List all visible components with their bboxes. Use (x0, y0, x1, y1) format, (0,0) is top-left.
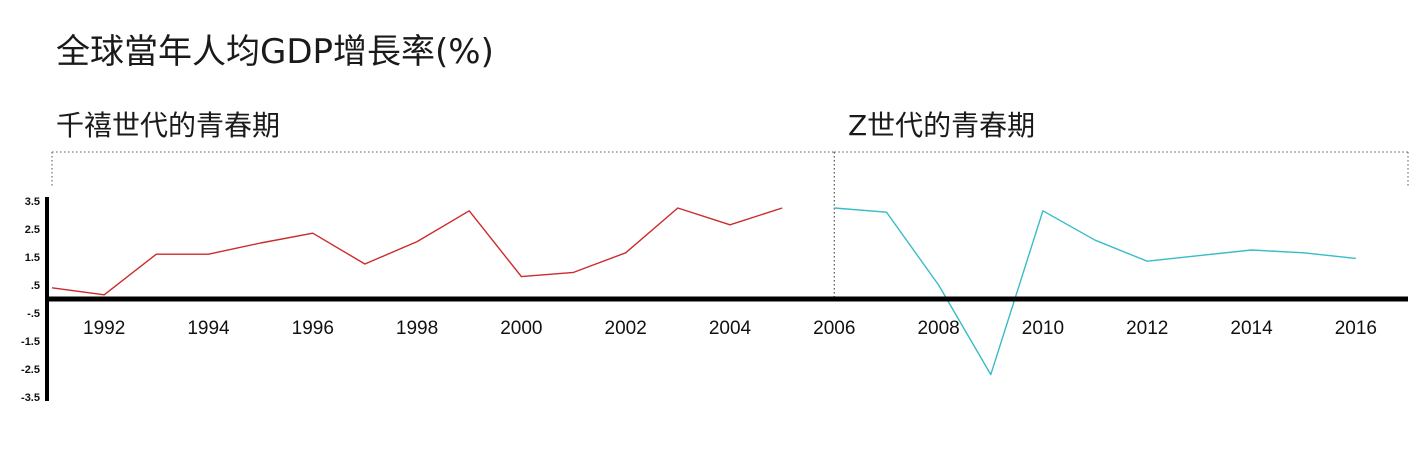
x-tick-label: 2006 (813, 318, 855, 339)
x-tick-label: 2004 (709, 318, 752, 339)
y-tick-label: -1.5 (21, 336, 40, 348)
x-tick-label: 2002 (605, 318, 647, 339)
y-tick-label: 2.5 (25, 224, 40, 236)
x-tick-label: 2016 (1335, 318, 1377, 339)
x-tick-label: 1992 (83, 318, 125, 339)
y-tick-label: 1.5 (25, 252, 40, 264)
x-tick-label: 2014 (1230, 318, 1273, 339)
series-line-0 (51, 207, 783, 296)
section-label-gen-z: Z世代的青春期 (848, 109, 1036, 142)
x-tick-label: 2010 (1022, 318, 1064, 339)
series-line-1 (834, 207, 1356, 376)
y-tick-label: -3.5 (21, 392, 40, 404)
x-tick-label: 2000 (500, 318, 542, 339)
y-tick-label: -.5 (27, 308, 40, 320)
x-tick-label: 1994 (187, 318, 230, 339)
x-tick-label: 1998 (396, 318, 438, 339)
y-tick-label: 3.5 (25, 196, 40, 208)
y-tick-label: -2.5 (21, 364, 40, 376)
chart-title: 全球當年人均GDP增長率(%) (56, 32, 494, 72)
x-tick-label: 2008 (917, 318, 959, 339)
y-tick-label: .5 (31, 280, 40, 292)
section-label-millennials: 千禧世代的青春期 (56, 109, 281, 142)
x-tick-label: 2012 (1126, 318, 1168, 339)
x-tick-label: 1996 (292, 318, 334, 339)
